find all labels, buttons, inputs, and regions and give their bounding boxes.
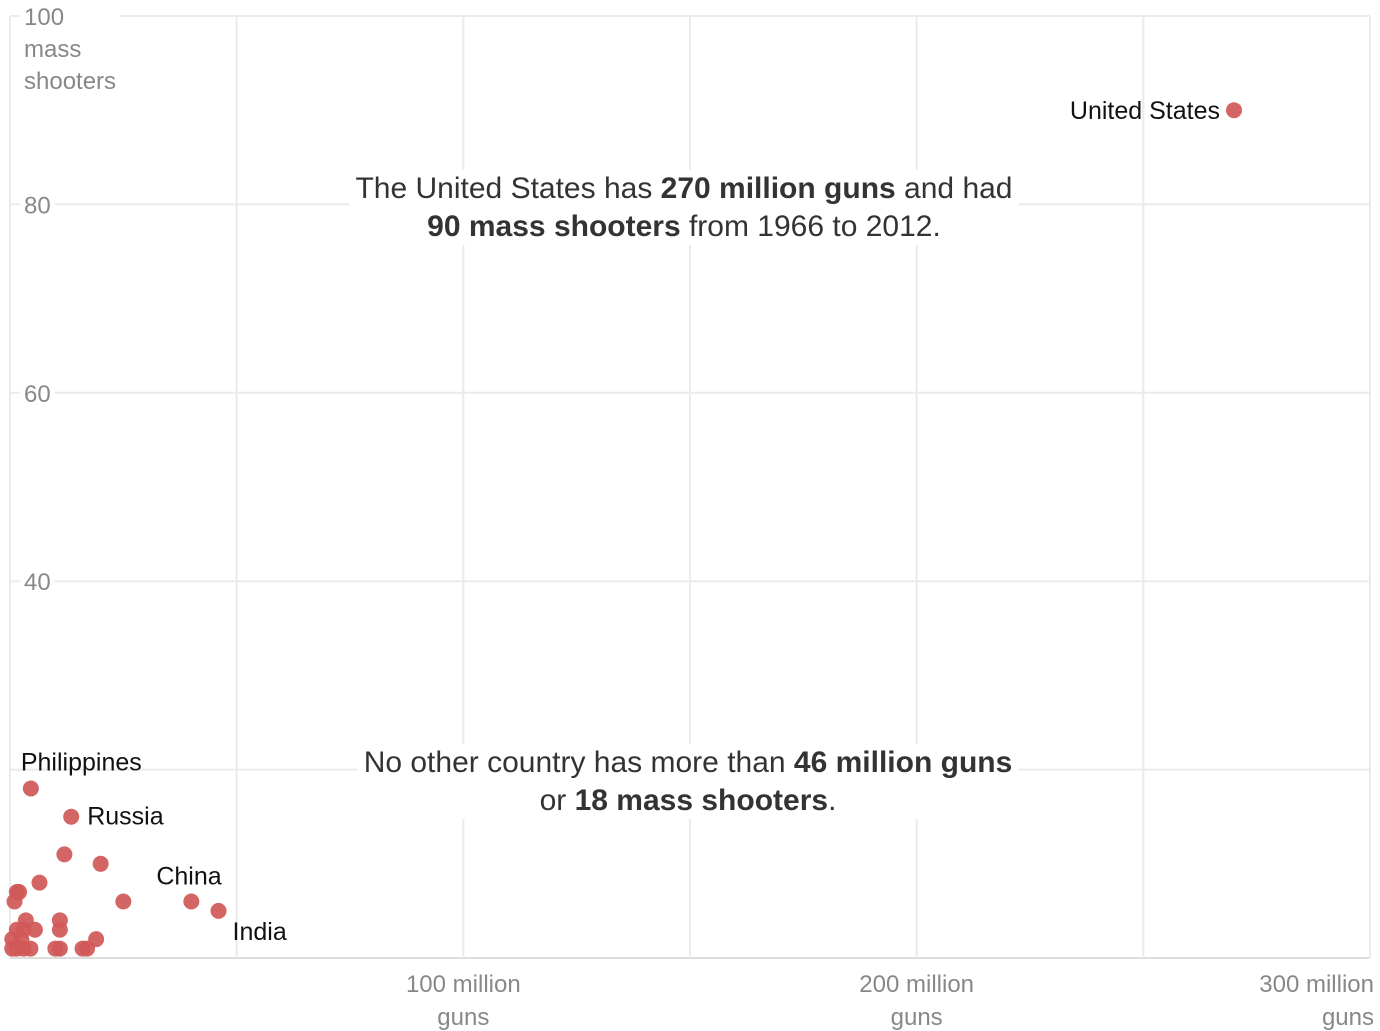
y-tick-40: 40 bbox=[20, 567, 55, 599]
data-point-india bbox=[210, 902, 227, 919]
annotation-1: The United States has 270 million guns a… bbox=[349, 170, 1019, 245]
data-point-11 bbox=[6, 893, 23, 910]
data-point-8 bbox=[31, 874, 48, 891]
data-point-7 bbox=[92, 855, 109, 872]
data-point-philippines bbox=[22, 780, 39, 797]
data-point-25 bbox=[22, 940, 39, 957]
x-tick-label-200: 200 million guns bbox=[859, 971, 974, 1031]
y-tick-label-80: 80 bbox=[24, 192, 51, 219]
data-point-17 bbox=[26, 921, 43, 938]
y-tick-label-100: 100 mass shooters bbox=[24, 4, 116, 95]
country-labels: United States Philippines Russia China India bbox=[21, 97, 1220, 946]
annotation-text-2: No other country has more than 46 millio… bbox=[364, 746, 1013, 817]
annotation-2: No other country has more than 46 millio… bbox=[357, 744, 1019, 819]
data-point-27 bbox=[51, 940, 68, 957]
x-tick-label-300: 300 million guns bbox=[1259, 971, 1374, 1031]
data-point-6 bbox=[56, 846, 73, 863]
label-russia: Russia bbox=[87, 803, 164, 831]
y-axis-ticks: 100 mass shooters 80 60 40 bbox=[20, 2, 121, 599]
annotations: The United States has 270 million guns a… bbox=[349, 170, 1019, 819]
y-tick-60: 60 bbox=[20, 378, 55, 410]
label-china: China bbox=[156, 862, 221, 890]
label-philippines: Philippines bbox=[21, 748, 142, 776]
y-tick-label-60: 60 bbox=[24, 381, 51, 408]
y-tick-100: 100 mass shooters bbox=[20, 2, 121, 97]
annotation-text-1: The United States has 270 million guns a… bbox=[355, 172, 1012, 243]
data-point-12 bbox=[115, 893, 132, 910]
x-axis-ticks: 100 million guns 200 million guns 300 millio… bbox=[406, 971, 1374, 1031]
data-point-18 bbox=[51, 921, 68, 938]
y-tick-80: 80 bbox=[20, 190, 55, 222]
label-india: India bbox=[233, 918, 287, 946]
data-point-china bbox=[183, 893, 200, 910]
y-tick-label-40: 40 bbox=[24, 569, 51, 596]
data-point-russia bbox=[63, 808, 80, 825]
data-point-29 bbox=[79, 940, 96, 957]
x-tick-label-100: 100 million guns bbox=[406, 971, 521, 1031]
label-united-states: United States bbox=[1070, 97, 1220, 125]
data-point-united-states bbox=[1226, 102, 1242, 119]
data-points bbox=[4, 102, 1242, 957]
